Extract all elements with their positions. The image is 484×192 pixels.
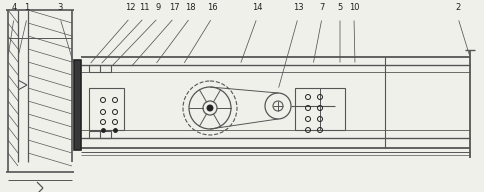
Text: 12: 12	[125, 3, 135, 12]
Bar	[89, 88, 124, 130]
Text: 4: 4	[12, 3, 16, 12]
Text: 3: 3	[57, 3, 63, 12]
Text: 17: 17	[169, 3, 179, 12]
Text: 11: 11	[139, 3, 149, 12]
Text: 10: 10	[349, 3, 359, 12]
Bar	[89, 131, 111, 138]
Text: 16: 16	[207, 3, 217, 12]
Text: 18: 18	[185, 3, 196, 12]
Circle shape	[207, 105, 213, 111]
Text: 2: 2	[455, 3, 461, 12]
Text: 7: 7	[319, 3, 325, 12]
Bar	[74, 60, 81, 150]
Bar	[89, 65, 111, 72]
Text: 1: 1	[24, 3, 30, 12]
Text: 5: 5	[337, 3, 343, 12]
Bar	[295, 88, 345, 130]
Text: 9: 9	[155, 3, 161, 12]
Text: 13: 13	[293, 3, 303, 12]
Text: 14: 14	[252, 3, 262, 12]
